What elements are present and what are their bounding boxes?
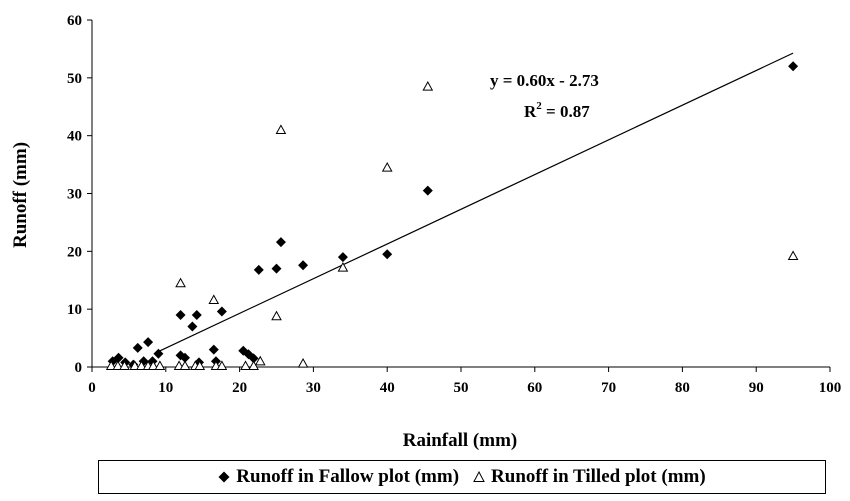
fallow-data-point	[422, 185, 433, 196]
fallow-data-point	[337, 252, 348, 263]
x-axis-title: Rainfall (mm)	[403, 430, 518, 451]
tilled-data-point	[297, 358, 309, 368]
legend-label-fallow: Runoff in Fallow plot (mm)	[236, 466, 460, 487]
tilled-data-point	[147, 360, 159, 370]
fallow-data-point	[132, 342, 143, 353]
tilled-data-point	[154, 360, 166, 370]
fallow-data-point	[248, 353, 259, 364]
r2-superscript: 2	[536, 100, 542, 112]
y-tick-label: 30	[67, 187, 82, 203]
y-axis-title: Runoff (mm)	[10, 142, 31, 248]
x-tick-label: 60	[527, 380, 542, 396]
tilled-data-point	[271, 310, 282, 321]
x-tick-label: 100	[819, 380, 842, 396]
x-tick-label: 90	[749, 380, 764, 396]
scatter-chart: 0 10 20 30 40 50 60 0 10 20 30 40 50 60 70 80 90 100 y =…	[10, 13, 841, 451]
tilled-data-point	[216, 360, 228, 370]
x-tick-label: 0	[88, 380, 96, 396]
trendline	[158, 52, 794, 353]
tilled-data-point	[275, 124, 287, 134]
x-tick-label: 80	[675, 380, 690, 396]
tilled-data-point	[175, 277, 186, 288]
x-tick-label: 50	[454, 380, 469, 396]
tilled-data-point	[787, 250, 799, 261]
fallow-data-point	[143, 337, 154, 348]
fallow-data-point	[113, 352, 124, 363]
open-triangle-icon	[473, 471, 485, 482]
tilled-data-point	[381, 161, 393, 172]
tilled-data-point	[136, 360, 147, 370]
r2-prefix: R	[524, 102, 537, 121]
chart-legend: Runoff in Fallow plot (mm) Runoff in Til…	[98, 460, 826, 494]
y-axis-ticks: 0 10 20 30 40 50 60	[67, 13, 92, 376]
fallow-data-point	[187, 321, 198, 332]
fallow-data-point	[175, 309, 186, 320]
r2-suffix: = 0.87	[542, 102, 590, 121]
x-tick-label: 40	[380, 380, 395, 396]
fallow-data-point	[179, 352, 190, 363]
tilled-data-point	[179, 360, 191, 370]
tilled-data-point	[112, 360, 124, 370]
filled-diamond-icon	[218, 471, 230, 483]
y-tick-label: 50	[67, 71, 82, 87]
fallow-data-point	[216, 306, 227, 317]
y-tick-label: 40	[67, 129, 82, 145]
data-points	[105, 61, 799, 370]
x-tick-label: 70	[601, 380, 616, 396]
tilled-data-point	[248, 360, 259, 370]
tilled-data-point	[208, 294, 220, 305]
fallow-data-point	[253, 264, 264, 275]
y-tick-label: 10	[67, 302, 82, 318]
fallow-data-point	[153, 348, 164, 359]
legend-item-tilled: Runoff in Tilled plot (mm)	[473, 466, 706, 488]
legend-item-fallow: Runoff in Fallow plot (mm)	[218, 466, 459, 488]
x-tick-label: 30	[306, 380, 321, 396]
legend-label-tilled: Runoff in Tilled plot (mm)	[491, 466, 706, 487]
tilled-data-point	[119, 360, 130, 370]
tilled-data-point	[240, 360, 251, 370]
tilled-data-point	[337, 261, 349, 272]
x-axis-ticks: 0 10 20 30 40 50 60 70 80 90 100	[88, 367, 841, 396]
fallow-data-point	[208, 344, 219, 355]
x-tick-label: 10	[158, 380, 173, 396]
fallow-data-point	[275, 237, 286, 248]
fallow-data-point	[788, 61, 799, 72]
fallow-data-point	[382, 249, 393, 260]
y-tick-label: 20	[67, 244, 82, 260]
y-tick-label: 60	[67, 13, 82, 29]
x-tick-label: 20	[232, 380, 247, 396]
y-tick-label: 0	[75, 360, 83, 376]
trendline-r-squared: R2 = 0.87	[524, 100, 590, 121]
trendline-equation: y = 0.60x - 2.73	[490, 71, 599, 90]
tilled-data-point	[254, 355, 266, 366]
fallow-data-point	[298, 260, 309, 271]
tilled-data-point	[105, 360, 117, 370]
tilled-data-point	[194, 360, 206, 370]
tilled-data-point	[129, 360, 141, 370]
fallow-data-point	[191, 309, 202, 320]
fallow-data-point	[271, 263, 282, 274]
tilled-data-point	[422, 80, 434, 91]
